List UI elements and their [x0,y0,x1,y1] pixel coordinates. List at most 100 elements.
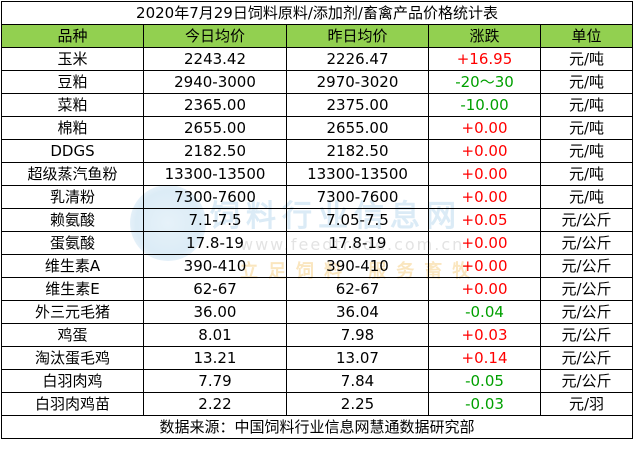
cell-name: DDGS [1,139,144,163]
cell-yesterday: 7.05-7.5 [286,208,429,232]
cell-today: 2243.42 [143,47,287,71]
cell-unit: 元/吨 [539,47,633,71]
cell-unit: 元/公斤 [539,231,633,255]
cell-name: 棉粕 [1,116,144,140]
cell-yesterday: 13300-13500 [286,162,429,186]
cell-unit: 元/公斤 [539,346,633,370]
cell-today: 390-410 [143,254,287,278]
cell-change: +0.00 [428,277,541,301]
cell-today: 8.01 [143,323,287,347]
table-row: 超级蒸汽鱼粉 13300-13500 13300-13500 +0.00 元/吨 [1,162,633,186]
table-title-row: 2020年7月29日饲料原料/添加剂/畜禽产品价格统计表 [0,1,633,25]
table-footer-row: 数据来源：中国饲料行业信息网慧通数据研究部 [0,415,633,439]
table-row: 赖氨酸 7.1-7.5 7.05-7.5 +0.05 元/公斤 [1,208,633,232]
cell-today: 13.21 [143,346,287,370]
cell-yesterday: 2970-3020 [286,70,429,94]
cell-change: +0.00 [428,116,541,140]
table-row: 鸡蛋 8.01 7.98 +0.03 元/公斤 [1,323,633,347]
cell-change: -0.03 [428,392,541,416]
table-row: 乳清粉 7300-7600 7300-7600 +0.00 元/吨 [1,185,633,209]
cell-today: 36.00 [143,300,287,324]
cell-unit: 元/公斤 [539,208,633,232]
table-title: 2020年7月29日饲料原料/添加剂/畜禽产品价格统计表 [0,1,633,25]
cell-yesterday: 2.25 [286,392,429,416]
cell-name: 玉米 [1,47,144,71]
cell-unit: 元/吨 [539,139,633,163]
table-row: 玉米 2243.42 2226.47 +16.95 元/吨 [1,47,633,71]
cell-change: +16.95 [428,47,541,71]
cell-name: 赖氨酸 [1,208,144,232]
table-header-row: 品种 今日均价 昨日均价 涨跌 单位 [1,24,633,48]
cell-today: 2655.00 [143,116,287,140]
cell-unit: 元/公斤 [539,254,633,278]
cell-unit: 元/吨 [539,70,633,94]
cell-name: 淘汰蛋毛鸡 [1,346,144,370]
cell-yesterday: 2655.00 [286,116,429,140]
cell-unit: 元/公斤 [539,277,633,301]
table-row: 白羽肉鸡 7.79 7.84 -0.05 元/公斤 [1,369,633,393]
cell-change: -0.04 [428,300,541,324]
cell-yesterday: 2182.50 [286,139,429,163]
cell-change: +0.00 [428,162,541,186]
cell-today: 7.1-7.5 [143,208,287,232]
cell-change: +0.05 [428,208,541,232]
table-row: 菜粕 2365.00 2375.00 -10.00 元/吨 [1,93,633,117]
cell-change: +0.03 [428,323,541,347]
cell-yesterday: 390-410 [286,254,429,278]
cell-change: +0.00 [428,185,541,209]
cell-name: 维生素E [1,277,144,301]
cell-today: 13300-13500 [143,162,287,186]
header-today: 今日均价 [143,24,287,48]
table-row: 白羽肉鸡苗 2.22 2.25 -0.03 元/羽 [1,392,633,416]
data-source: 数据来源：中国饲料行业信息网慧通数据研究部 [0,415,633,439]
cell-today: 2940-3000 [143,70,287,94]
table-row: 维生素A 390-410 390-410 +0.00 元/公斤 [1,254,633,278]
header-yesterday: 昨日均价 [286,24,429,48]
table-row: DDGS 2182.50 2182.50 +0.00 元/吨 [1,139,633,163]
table-row: 外三元毛猪 36.00 36.04 -0.04 元/公斤 [1,300,633,324]
cell-unit: 元/羽 [539,392,633,416]
cell-yesterday: 13.07 [286,346,429,370]
cell-yesterday: 7300-7600 [286,185,429,209]
cell-unit: 元/吨 [539,116,633,140]
cell-today: 2365.00 [143,93,287,117]
table-row: 蛋氨酸 17.8-19 17.8-19 +0.00 元/公斤 [1,231,633,255]
cell-unit: 元/吨 [539,93,633,117]
cell-unit: 元/公斤 [539,369,633,393]
cell-today: 2182.50 [143,139,287,163]
cell-name: 白羽肉鸡 [1,369,144,393]
cell-change: +0.00 [428,139,541,163]
cell-today: 2.22 [143,392,287,416]
cell-yesterday: 17.8-19 [286,231,429,255]
cell-today: 7300-7600 [143,185,287,209]
header-change: 涨跌 [428,24,541,48]
cell-yesterday: 36.04 [286,300,429,324]
header-unit: 单位 [539,24,633,48]
cell-name: 菜粕 [1,93,144,117]
price-table: 2020年7月29日饲料原料/添加剂/畜禽产品价格统计表 品种 今日均价 昨日均… [0,1,633,439]
cell-change: -0.05 [428,369,541,393]
cell-name: 维生素A [1,254,144,278]
cell-name: 外三元毛猪 [1,300,144,324]
cell-today: 7.79 [143,369,287,393]
cell-yesterday: 7.98 [286,323,429,347]
cell-yesterday: 7.84 [286,369,429,393]
cell-name: 乳清粉 [1,185,144,209]
cell-name: 鸡蛋 [1,323,144,347]
cell-name: 白羽肉鸡苗 [1,392,144,416]
table-row: 维生素E 62-67 62-67 +0.00 元/公斤 [1,277,633,301]
cell-name: 超级蒸汽鱼粉 [1,162,144,186]
cell-name: 豆粕 [1,70,144,94]
cell-yesterday: 62-67 [286,277,429,301]
cell-unit: 元/公斤 [539,323,633,347]
cell-change: +0.00 [428,231,541,255]
cell-change: -20～30 [428,70,541,94]
cell-yesterday: 2375.00 [286,93,429,117]
cell-change: +0.00 [428,254,541,278]
table-row: 淘汰蛋毛鸡 13.21 13.07 +0.14 元/公斤 [1,346,633,370]
cell-today: 17.8-19 [143,231,287,255]
cell-yesterday: 2226.47 [286,47,429,71]
cell-unit: 元/吨 [539,162,633,186]
cell-unit: 元/吨 [539,185,633,209]
header-name: 品种 [1,24,144,48]
